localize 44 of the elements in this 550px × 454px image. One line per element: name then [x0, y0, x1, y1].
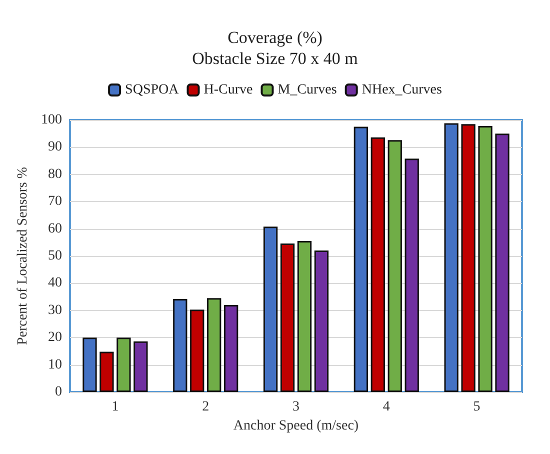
legend-label: M_Curves — [278, 82, 337, 98]
y-tick-label: 20 — [48, 330, 62, 346]
bar — [404, 158, 419, 392]
bar — [173, 298, 188, 392]
bar — [207, 298, 222, 392]
y-tick-label: 0 — [55, 384, 62, 400]
y-tick-label: 100 — [41, 112, 62, 128]
x-tick-label: 2 — [202, 400, 210, 414]
y-tick-label: 90 — [48, 140, 62, 155]
x-tick-label: 4 — [382, 400, 390, 414]
x-tick-label: 1 — [112, 400, 119, 414]
bar — [297, 241, 312, 392]
y-tick-label: 70 — [48, 194, 62, 210]
bar — [354, 126, 368, 392]
x-axis-title: Anchor Speed (m/sec) — [233, 418, 359, 434]
x-tick-label: 3 — [292, 400, 300, 414]
bar — [116, 338, 131, 392]
bar — [224, 304, 238, 392]
y-tick-label: 40 — [48, 276, 62, 291]
y-tick-label: 60 — [48, 221, 62, 236]
bar — [100, 352, 114, 392]
bar — [280, 243, 295, 392]
bar — [495, 134, 510, 392]
legend-label: SQSPOA — [125, 82, 180, 98]
bar — [478, 126, 492, 392]
bar — [370, 137, 385, 392]
bar — [461, 124, 476, 392]
y-tick-label: 10 — [48, 357, 62, 372]
y-tick-label: 30 — [48, 302, 62, 318]
legend-label: NHex_Curves — [362, 82, 442, 98]
bar — [388, 140, 402, 392]
bar — [82, 338, 97, 392]
bar — [190, 310, 204, 392]
chart-title: Coverage (%) — [228, 28, 322, 47]
bar — [134, 341, 148, 392]
y-axis-title: Percent of Localized Sensors % — [16, 166, 31, 346]
bar — [444, 123, 458, 392]
bar — [263, 226, 278, 392]
chart-subtitle: Obstacle Size 70 x 40 m — [192, 49, 358, 68]
x-tick-label: 5 — [473, 400, 480, 414]
legend-label: H-Curve — [204, 82, 253, 98]
y-tick-label: 80 — [48, 166, 62, 182]
y-tick-label: 50 — [48, 248, 62, 264]
bar — [314, 250, 329, 392]
